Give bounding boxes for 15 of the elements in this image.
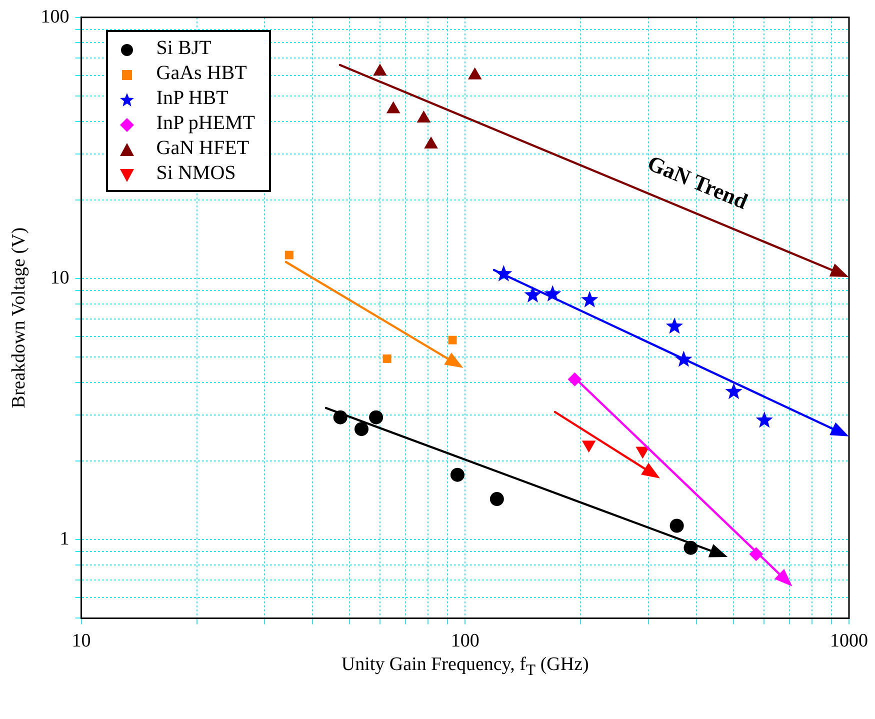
x-tick-label: 100	[450, 630, 480, 652]
y-tick-label: 100	[40, 6, 70, 28]
x-axis-title: Unity Gain Frequency, f$_{T}$ (GHz)	[340, 654, 590, 680]
y-axis-title: Breakdown Voltage (V)	[8, 227, 30, 408]
x-tick-label: 1000	[830, 630, 868, 652]
y-tick-label: 1	[60, 528, 70, 550]
legend-label: Si BJT	[156, 37, 212, 60]
x-tick-label: 10	[72, 630, 91, 652]
legend-label: GaN HFET	[156, 137, 250, 160]
legend-label: GaAs HBT	[156, 62, 247, 84]
annotation: GaN Trend	[644, 150, 752, 214]
legend-label: Si NMOS	[156, 162, 236, 184]
legend-label: InP pHEMT	[156, 112, 255, 134]
legend-label: InP HBT	[156, 87, 228, 110]
y-tick-label: 10	[50, 267, 70, 288]
